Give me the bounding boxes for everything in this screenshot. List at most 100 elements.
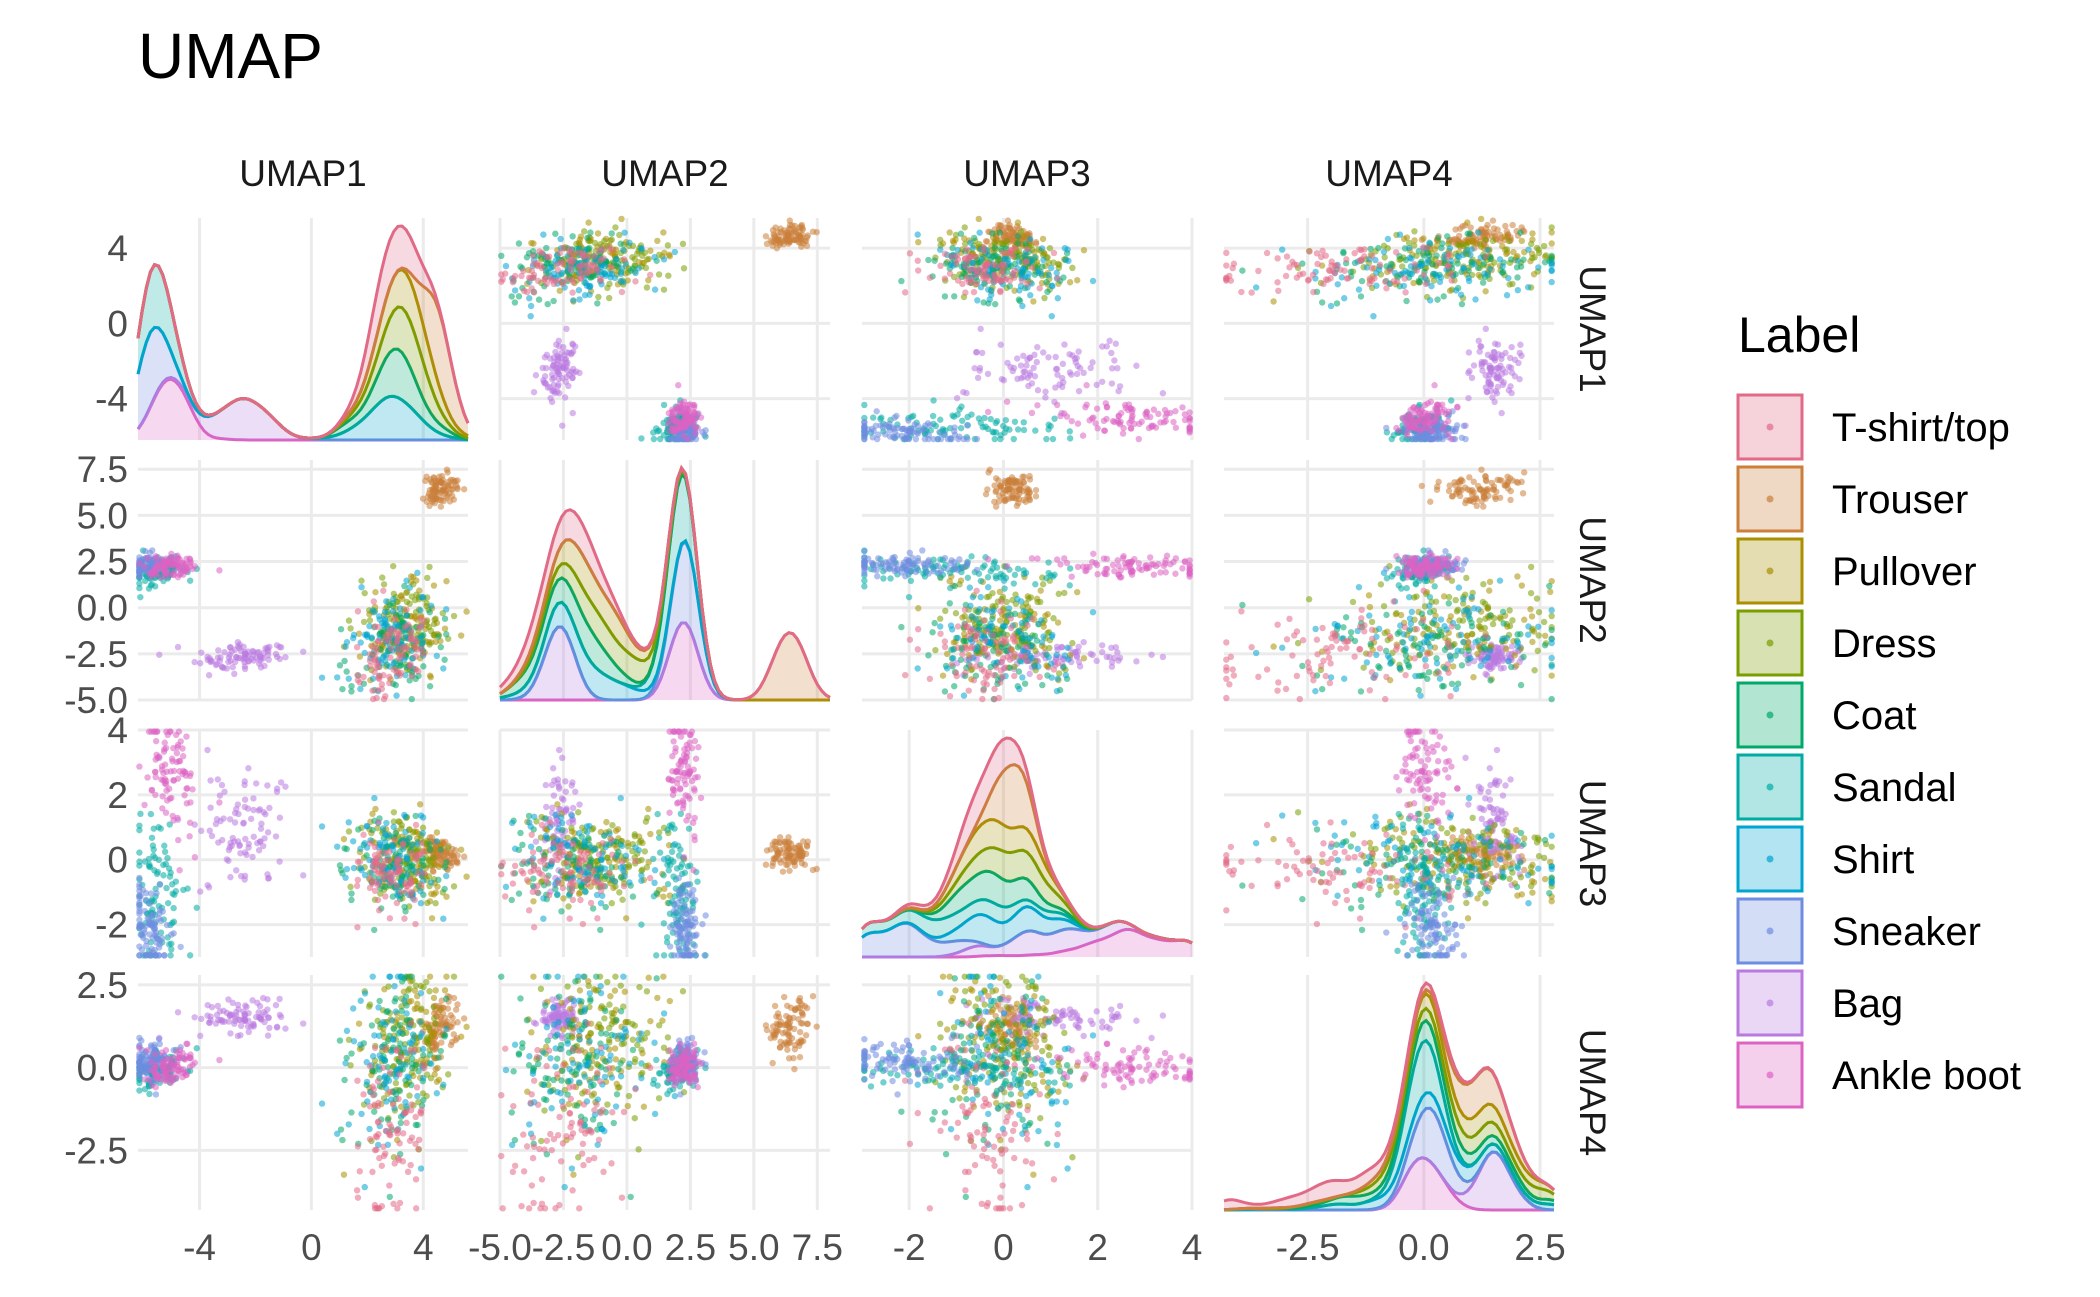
data-point — [1030, 298, 1037, 305]
data-point — [1061, 244, 1069, 252]
data-point — [968, 278, 976, 286]
data-point — [403, 606, 410, 614]
data-point — [358, 577, 365, 584]
data-point — [911, 560, 918, 567]
data-point — [1040, 349, 1047, 356]
data-point — [443, 494, 450, 501]
data-point — [1355, 286, 1363, 293]
data-point — [249, 647, 256, 655]
data-point — [1413, 267, 1420, 274]
data-point — [1422, 280, 1430, 288]
data-point — [1008, 474, 1016, 481]
data-point — [1274, 279, 1281, 286]
data-point — [950, 655, 957, 662]
data-point — [650, 435, 658, 443]
data-point — [395, 645, 402, 652]
data-point — [1131, 555, 1138, 563]
data-point — [1508, 369, 1516, 376]
data-point — [399, 652, 407, 659]
data-point — [397, 661, 404, 669]
data-point — [1516, 349, 1523, 357]
data-point — [527, 312, 534, 320]
data-point — [1274, 255, 1281, 262]
data-point — [1470, 673, 1477, 681]
data-point — [1514, 286, 1522, 294]
data-point — [1034, 555, 1041, 562]
data-point — [887, 575, 894, 582]
data-point — [502, 270, 509, 277]
data-point — [600, 255, 607, 262]
data-point — [1080, 638, 1087, 646]
data-point — [1065, 257, 1072, 265]
data-point — [1358, 246, 1365, 254]
data-point — [273, 642, 281, 649]
data-point — [161, 562, 168, 570]
data-point — [186, 577, 194, 584]
data-point — [1112, 340, 1119, 347]
data-point — [406, 584, 413, 591]
data-point — [914, 231, 921, 238]
data-point — [1068, 417, 1075, 425]
data-point — [550, 297, 557, 305]
data-point — [205, 672, 213, 679]
data-point — [382, 637, 389, 644]
data-point — [569, 289, 576, 296]
data-point — [1016, 258, 1023, 265]
data-point — [606, 280, 613, 288]
y-tick-label: 4 — [107, 228, 128, 269]
data-point — [998, 637, 1006, 644]
data-point — [1377, 581, 1385, 588]
data-point — [891, 553, 898, 561]
data-point — [973, 349, 980, 356]
data-point — [1239, 267, 1246, 274]
data-point — [774, 229, 782, 236]
data-point — [552, 277, 559, 284]
data-point — [180, 567, 187, 575]
data-point — [1020, 567, 1027, 574]
data-point — [1054, 675, 1062, 682]
data-point — [1020, 368, 1027, 375]
data-point — [1445, 262, 1452, 270]
data-point — [1317, 253, 1325, 261]
data-point — [991, 244, 999, 252]
data-point — [1115, 419, 1122, 427]
data-point — [1393, 610, 1400, 617]
data-point — [948, 557, 955, 564]
data-point — [1445, 593, 1453, 601]
data-point — [1020, 473, 1028, 480]
data-point — [1402, 289, 1409, 296]
data-point — [1063, 559, 1071, 567]
data-point — [379, 574, 386, 581]
data-point — [952, 669, 960, 677]
data-point — [318, 674, 326, 681]
data-point — [701, 431, 708, 439]
data-point — [1016, 627, 1023, 635]
data-point — [1447, 270, 1454, 277]
data-point — [371, 656, 379, 663]
density-area — [138, 327, 468, 440]
data-point — [976, 229, 983, 236]
data-point — [1462, 435, 1469, 443]
data-point — [1540, 242, 1548, 250]
x-tick-label: 5.0 — [728, 1227, 779, 1268]
data-point — [529, 274, 537, 281]
data-point — [1480, 581, 1487, 588]
data-point — [1433, 435, 1440, 443]
data-point — [963, 389, 970, 397]
data-point — [929, 629, 936, 636]
data-point — [358, 583, 365, 591]
data-point — [1314, 260, 1321, 268]
data-point — [646, 271, 654, 279]
y-tick-label: 2 — [107, 775, 128, 816]
data-point — [1340, 248, 1347, 256]
data-point — [1521, 616, 1528, 623]
data-point — [1270, 298, 1277, 305]
data-point — [441, 615, 449, 622]
data-point — [1041, 294, 1048, 302]
data-point — [1448, 277, 1455, 284]
data-point — [1035, 269, 1042, 277]
data-point — [1043, 435, 1050, 443]
data-point — [990, 271, 998, 279]
data-point — [1042, 388, 1049, 395]
panel-UMAP1-UMAP2 — [498, 215, 830, 443]
